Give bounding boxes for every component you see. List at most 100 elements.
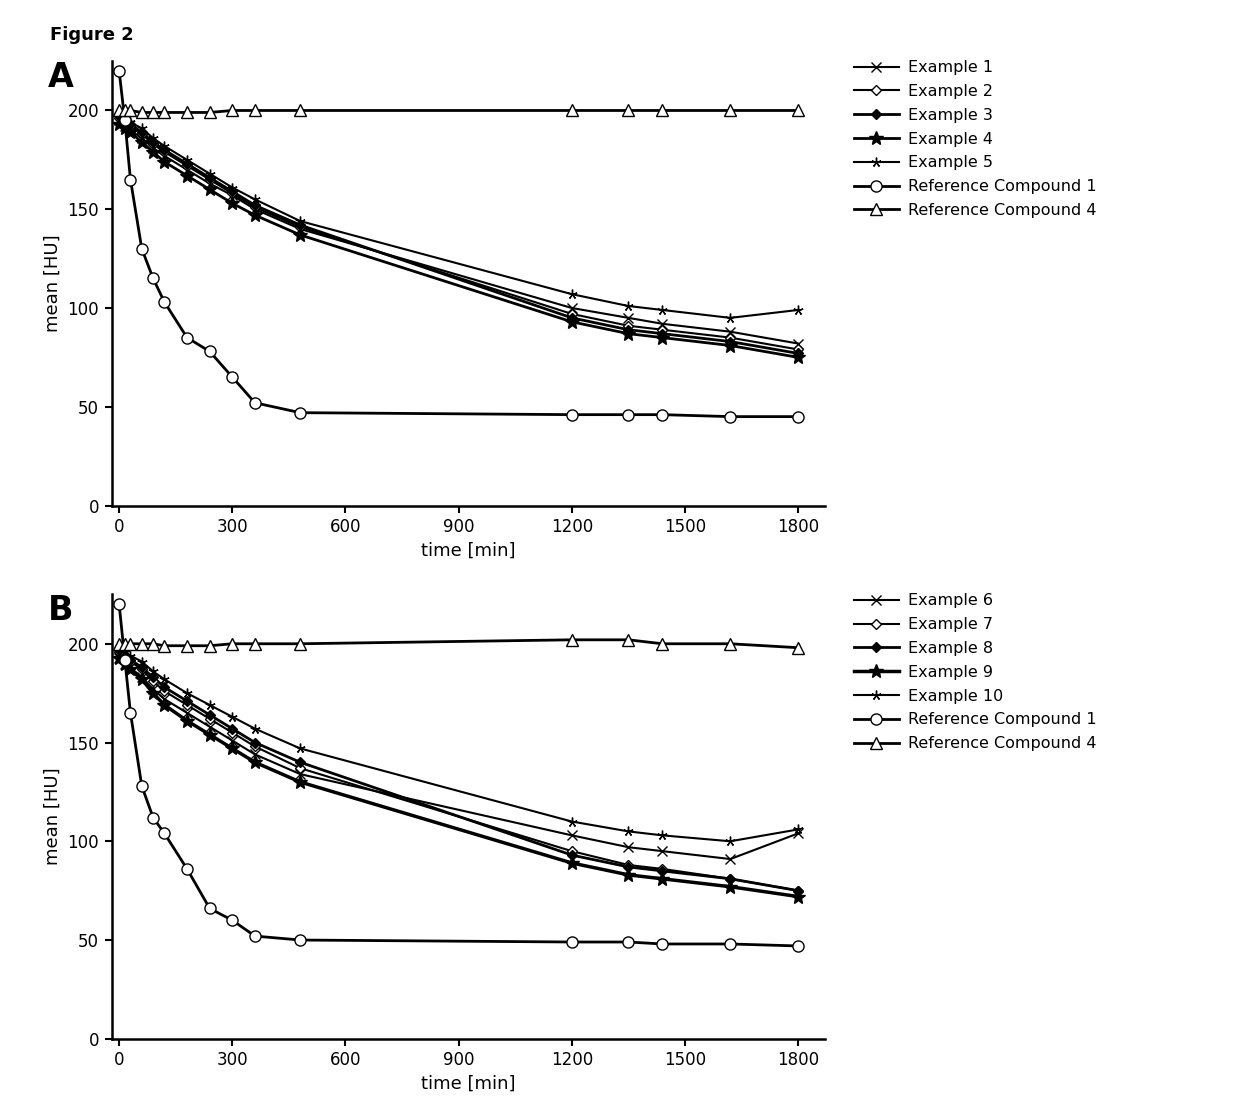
Example 8 — [564, 849, 579, 862]
Example 8 — [293, 755, 308, 769]
Example 1 — [180, 163, 195, 177]
Line: Reference Compound 1: Reference Compound 1 — [114, 599, 804, 951]
Reference Compound 4 — [145, 106, 160, 119]
Example 6 — [791, 827, 806, 840]
Reference Compound 1 — [224, 370, 239, 383]
Example 8 — [112, 643, 126, 657]
Reference Compound 4 — [248, 637, 263, 650]
Example 7 — [655, 862, 670, 875]
Example 2 — [202, 173, 217, 187]
Example 7 — [791, 884, 806, 898]
Reference Compound 4 — [118, 637, 133, 650]
Example 6 — [112, 651, 126, 664]
Example 8 — [134, 661, 149, 674]
Line: Reference Compound 4: Reference Compound 4 — [114, 634, 804, 653]
Line: Example 8: Example 8 — [115, 647, 802, 894]
Example 7 — [112, 645, 126, 659]
Example 2 — [134, 128, 149, 141]
Example 6 — [118, 657, 133, 670]
Example 9 — [564, 857, 579, 870]
Reference Compound 1 — [723, 938, 738, 951]
Example 6 — [134, 671, 149, 684]
Reference Compound 4 — [157, 106, 172, 119]
Example 4 — [202, 183, 217, 197]
Example 9 — [180, 714, 195, 728]
Example 5 — [202, 167, 217, 180]
Example 10 — [791, 823, 806, 837]
Reference Compound 4 — [134, 106, 149, 119]
Reference Compound 4 — [791, 103, 806, 117]
Reference Compound 1 — [157, 827, 172, 840]
Example 3 — [224, 184, 239, 198]
Example 4 — [621, 327, 636, 340]
Example 3 — [180, 157, 195, 170]
Example 6 — [621, 841, 636, 854]
Example 3 — [655, 327, 670, 340]
Example 1 — [202, 177, 217, 190]
Example 4 — [134, 136, 149, 149]
Reference Compound 1 — [134, 779, 149, 792]
Line: Example 2: Example 2 — [115, 114, 802, 353]
Example 2 — [655, 323, 670, 337]
Example 1 — [621, 311, 636, 324]
Reference Compound 1 — [202, 902, 217, 915]
Reference Compound 4 — [123, 103, 138, 117]
Example 2 — [723, 331, 738, 344]
Example 1 — [723, 326, 738, 339]
Example 8 — [145, 671, 160, 684]
Example 5 — [564, 288, 579, 301]
Reference Compound 1 — [123, 173, 138, 187]
Example 4 — [112, 118, 126, 131]
Example 5 — [791, 303, 806, 317]
Line: Example 6: Example 6 — [114, 653, 804, 864]
Reference Compound 4 — [564, 103, 579, 117]
Example 10 — [202, 699, 217, 712]
Example 2 — [621, 319, 636, 332]
Reference Compound 4 — [293, 103, 308, 117]
Example 8 — [118, 649, 133, 662]
Example 1 — [112, 113, 126, 127]
Reference Compound 1 — [180, 331, 195, 344]
Reference Compound 4 — [621, 103, 636, 117]
Reference Compound 1 — [248, 930, 263, 943]
Reference Compound 1 — [621, 935, 636, 949]
Example 10 — [157, 672, 172, 685]
Example 2 — [224, 187, 239, 200]
Example 10 — [145, 664, 160, 678]
Example 10 — [118, 645, 133, 659]
Example 5 — [248, 192, 263, 206]
Example 10 — [180, 687, 195, 700]
Reference Compound 1 — [723, 410, 738, 423]
Legend: Example 1, Example 2, Example 3, Example 4, Example 5, Reference Compound 1, Ref: Example 1, Example 2, Example 3, Example… — [854, 60, 1097, 218]
Reference Compound 4 — [112, 637, 126, 650]
Reference Compound 1 — [123, 707, 138, 720]
Reference Compound 1 — [655, 938, 670, 951]
Example 1 — [655, 317, 670, 330]
Example 7 — [723, 872, 738, 885]
Example 2 — [248, 201, 263, 214]
Legend: Example 6, Example 7, Example 8, Example 9, Example 10, Reference Compound 1, Re: Example 6, Example 7, Example 8, Example… — [854, 593, 1097, 751]
Reference Compound 4 — [224, 103, 239, 117]
Reference Compound 1 — [293, 933, 308, 947]
X-axis label: time [min]: time [min] — [420, 1074, 516, 1093]
Reference Compound 1 — [112, 64, 126, 78]
Example 4 — [564, 316, 579, 329]
Example 3 — [134, 126, 149, 139]
Example 3 — [145, 136, 160, 149]
Example 6 — [157, 692, 172, 705]
Reference Compound 1 — [224, 913, 239, 927]
Reference Compound 4 — [157, 639, 172, 652]
Example 1 — [224, 189, 239, 202]
Line: Reference Compound 4: Reference Compound 4 — [114, 104, 804, 118]
Reference Compound 1 — [791, 410, 806, 423]
Example 4 — [248, 209, 263, 222]
Reference Compound 4 — [723, 637, 738, 650]
Reference Compound 4 — [621, 633, 636, 647]
Example 9 — [123, 663, 138, 677]
Reference Compound 1 — [202, 344, 217, 358]
Example 5 — [123, 116, 138, 129]
Reference Compound 4 — [202, 639, 217, 652]
Example 7 — [145, 674, 160, 688]
Text: A: A — [47, 61, 73, 94]
Reference Compound 1 — [655, 408, 670, 421]
